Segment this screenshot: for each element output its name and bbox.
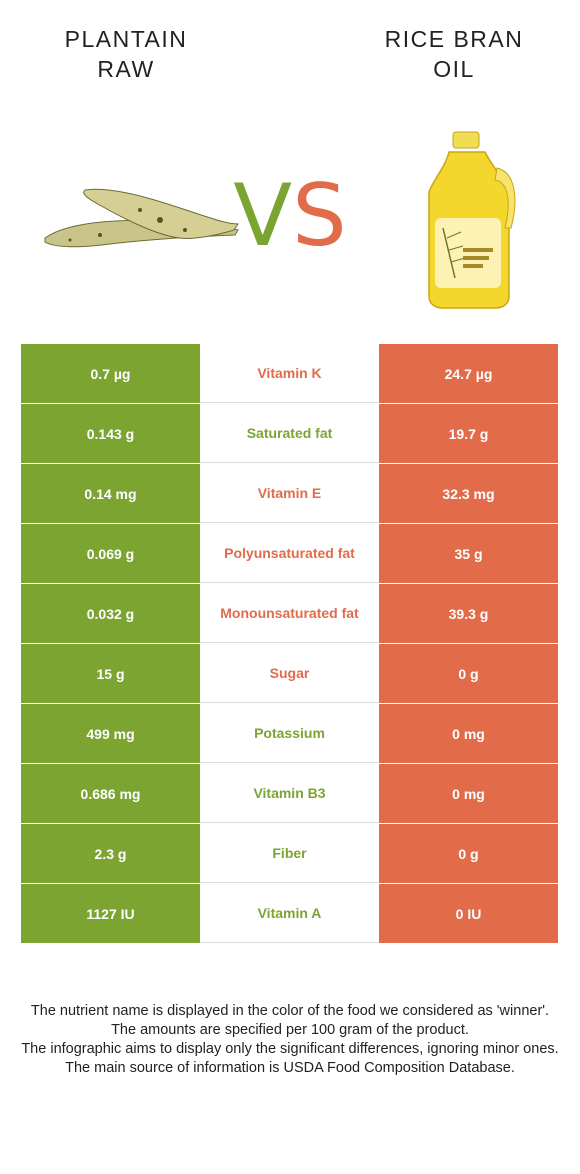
plantain-image (44, 188, 239, 248)
table-row: 0.686 mg Vitamin B3 0 mg (21, 764, 558, 824)
right-value: 35 g (379, 524, 558, 583)
nutrient-name: Polyunsaturated fat (200, 524, 379, 583)
vs-v: V (233, 166, 293, 266)
nutrient-name: Monounsaturated fat (200, 584, 379, 643)
footer-line3: The infographic aims to display only the… (21, 1041, 559, 1057)
table-row: 15 g Sugar 0 g (21, 644, 558, 704)
table-row: 499 mg Potassium 0 mg (21, 704, 558, 764)
nutrient-name: Vitamin B3 (200, 764, 379, 823)
table-row: 0.069 g Polyunsaturated fat 35 g (21, 524, 558, 584)
table-row: 0.14 mg Vitamin E 32.3 mg (21, 464, 558, 524)
right-value: 24.7 µg (379, 344, 558, 403)
right-title-line1: RICE BRAN (384, 26, 524, 52)
left-title-line2: RAW (97, 56, 155, 82)
nutrient-name: Potassium (200, 704, 379, 763)
oil-bottle-image (428, 131, 516, 309)
footer-line2: The amounts are specified per 100 gram o… (111, 1022, 469, 1038)
right-title-line2: OIL (433, 56, 475, 82)
vs-label: VS (222, 166, 358, 266)
right-value: 0 IU (379, 884, 558, 943)
table-row: 0.032 g Monounsaturated fat 39.3 g (21, 584, 558, 644)
left-value: 0.069 g (21, 524, 200, 583)
left-value: 0.032 g (21, 584, 200, 643)
right-value: 19.7 g (379, 404, 558, 463)
left-value: 499 mg (21, 704, 200, 763)
left-value: 0.7 µg (21, 344, 200, 403)
right-value: 0 mg (379, 764, 558, 823)
left-value: 0.14 mg (21, 464, 200, 523)
nutrient-name: Vitamin E (200, 464, 379, 523)
nutrient-comparison-table: 0.7 µg Vitamin K 24.7 µg 0.143 g Saturated f… (21, 344, 558, 944)
footer-line1: The nutrient name is displayed in the co… (30, 1003, 550, 1019)
left-food-title: PLANTAIN RAW (26, 24, 226, 84)
table-row: 0.7 µg Vitamin K 24.7 µg (21, 344, 558, 404)
nutrient-name: Sugar (200, 644, 379, 703)
left-value: 2.3 g (21, 824, 200, 883)
nutrient-name: Vitamin A (200, 884, 379, 943)
nutrient-name: Vitamin K (200, 344, 379, 403)
nutrient-name: Fiber (200, 824, 379, 883)
right-value: 32.3 mg (379, 464, 558, 523)
left-value: 0.686 mg (21, 764, 200, 823)
left-value: 0.143 g (21, 404, 200, 463)
footer-line4: The main source of information is USDA F… (65, 1060, 515, 1076)
nutrient-name: Saturated fat (200, 404, 379, 463)
vs-s: S (292, 166, 347, 266)
right-value: 0 g (379, 824, 558, 883)
right-value: 0 g (379, 644, 558, 703)
right-value: 0 mg (379, 704, 558, 763)
left-value: 15 g (21, 644, 200, 703)
left-title-line1: PLANTAIN (64, 26, 188, 52)
footer-notes: The nutrient name is displayed in the co… (20, 1002, 560, 1078)
right-value: 39.3 g (379, 584, 558, 643)
table-row: 0.143 g Saturated fat 19.7 g (21, 404, 558, 464)
table-row: 2.3 g Fiber 0 g (21, 824, 558, 884)
left-value: 1127 IU (21, 884, 200, 943)
right-food-title: RICE BRAN OIL (354, 24, 554, 84)
